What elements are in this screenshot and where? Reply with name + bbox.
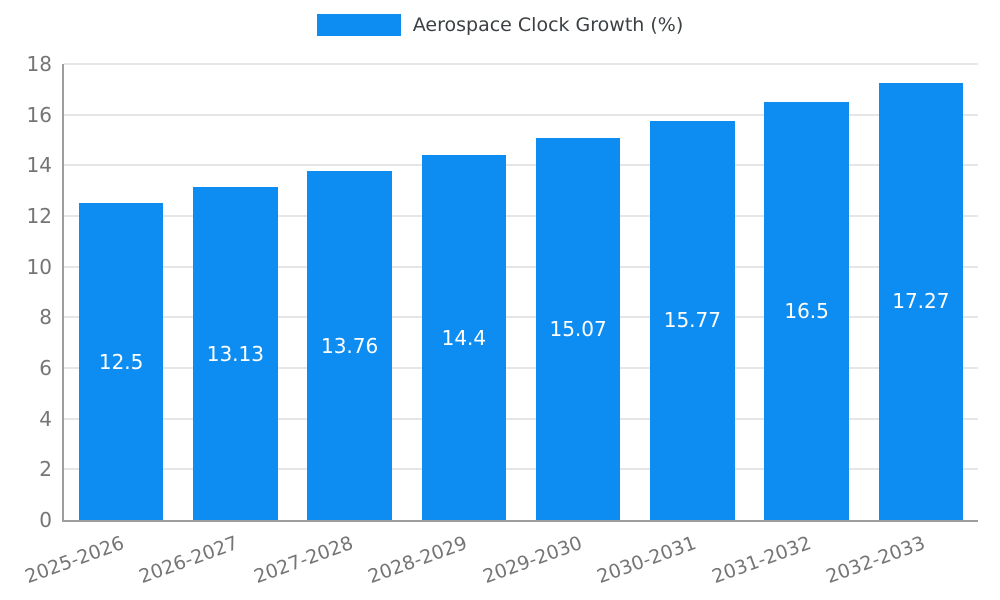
x-axis-tick-label: 2025-2026 bbox=[21, 532, 127, 589]
y-axis-tick-label: 16 bbox=[26, 102, 52, 127]
bar-value-label: 13.76 bbox=[320, 333, 379, 358]
legend-swatch bbox=[316, 14, 401, 36]
y-axis-tick-label: 8 bbox=[39, 305, 52, 330]
y-axis-tick-label: 14 bbox=[26, 153, 52, 178]
gridline bbox=[64, 215, 978, 218]
bar[interactable]: 16.5 bbox=[764, 102, 849, 520]
gridline bbox=[64, 113, 978, 116]
y-axis-tick-label: 4 bbox=[39, 406, 52, 431]
plot-area: 0 2 4 6 8 10 12 14 16 18 12.5 13.13 13.76 14.4 15.07 15… bbox=[27, 52, 978, 532]
bar[interactable]: 12.5 bbox=[78, 203, 164, 520]
legend[interactable]: Aerospace Clock Growth (%) bbox=[0, 14, 1000, 36]
bar-value-label: 13.13 bbox=[206, 341, 264, 366]
gridline bbox=[64, 417, 978, 420]
x-axis-tick-label: 2032-2033 bbox=[823, 532, 929, 589]
bar[interactable]: 14.4 bbox=[421, 155, 507, 520]
legend-label: Aerospace Clock Growth (%) bbox=[412, 14, 684, 36]
gridline bbox=[64, 367, 978, 370]
bar[interactable]: 13.13 bbox=[193, 187, 278, 520]
bar[interactable]: 15.07 bbox=[535, 138, 621, 520]
x-axis-tick-label: 2030-2031 bbox=[594, 532, 700, 589]
bar[interactable]: 13.76 bbox=[307, 171, 392, 520]
gridline bbox=[64, 63, 978, 65]
bar-value-label: 16.5 bbox=[784, 299, 829, 323]
x-axis-tick-label: 2031-2032 bbox=[708, 532, 814, 589]
y-axis-tick-label: 0 bbox=[39, 508, 52, 532]
y-axis-tick-label: 10 bbox=[26, 254, 52, 279]
x-axis-tick-label: 2029-2030 bbox=[479, 532, 585, 589]
y-axis-tick-label: 18 bbox=[26, 52, 52, 76]
y-axis-tick-label: 6 bbox=[39, 356, 52, 381]
gridline bbox=[64, 468, 978, 471]
bar-value-label: 14.4 bbox=[441, 325, 487, 350]
x-axis-tick-label: 2026-2027 bbox=[136, 532, 242, 589]
x-axis-tick-label: 2027-2028 bbox=[250, 532, 356, 589]
bar-value-label: 15.07 bbox=[549, 317, 607, 342]
y-axis-tick-label: 2 bbox=[39, 457, 52, 482]
bar[interactable]: 15.77 bbox=[650, 120, 735, 520]
bar[interactable]: 17.27 bbox=[878, 82, 964, 520]
gridline bbox=[64, 164, 978, 167]
x-axis-tick-label: 2028-2029 bbox=[365, 532, 471, 589]
bar-value-label: 12.5 bbox=[98, 349, 144, 374]
y-axis-tick-label: 12 bbox=[26, 204, 52, 229]
bar-value-label: 17.27 bbox=[892, 289, 950, 314]
bar-value-label: 15.77 bbox=[663, 308, 721, 333]
gridline bbox=[64, 316, 978, 319]
gridline bbox=[64, 265, 978, 268]
